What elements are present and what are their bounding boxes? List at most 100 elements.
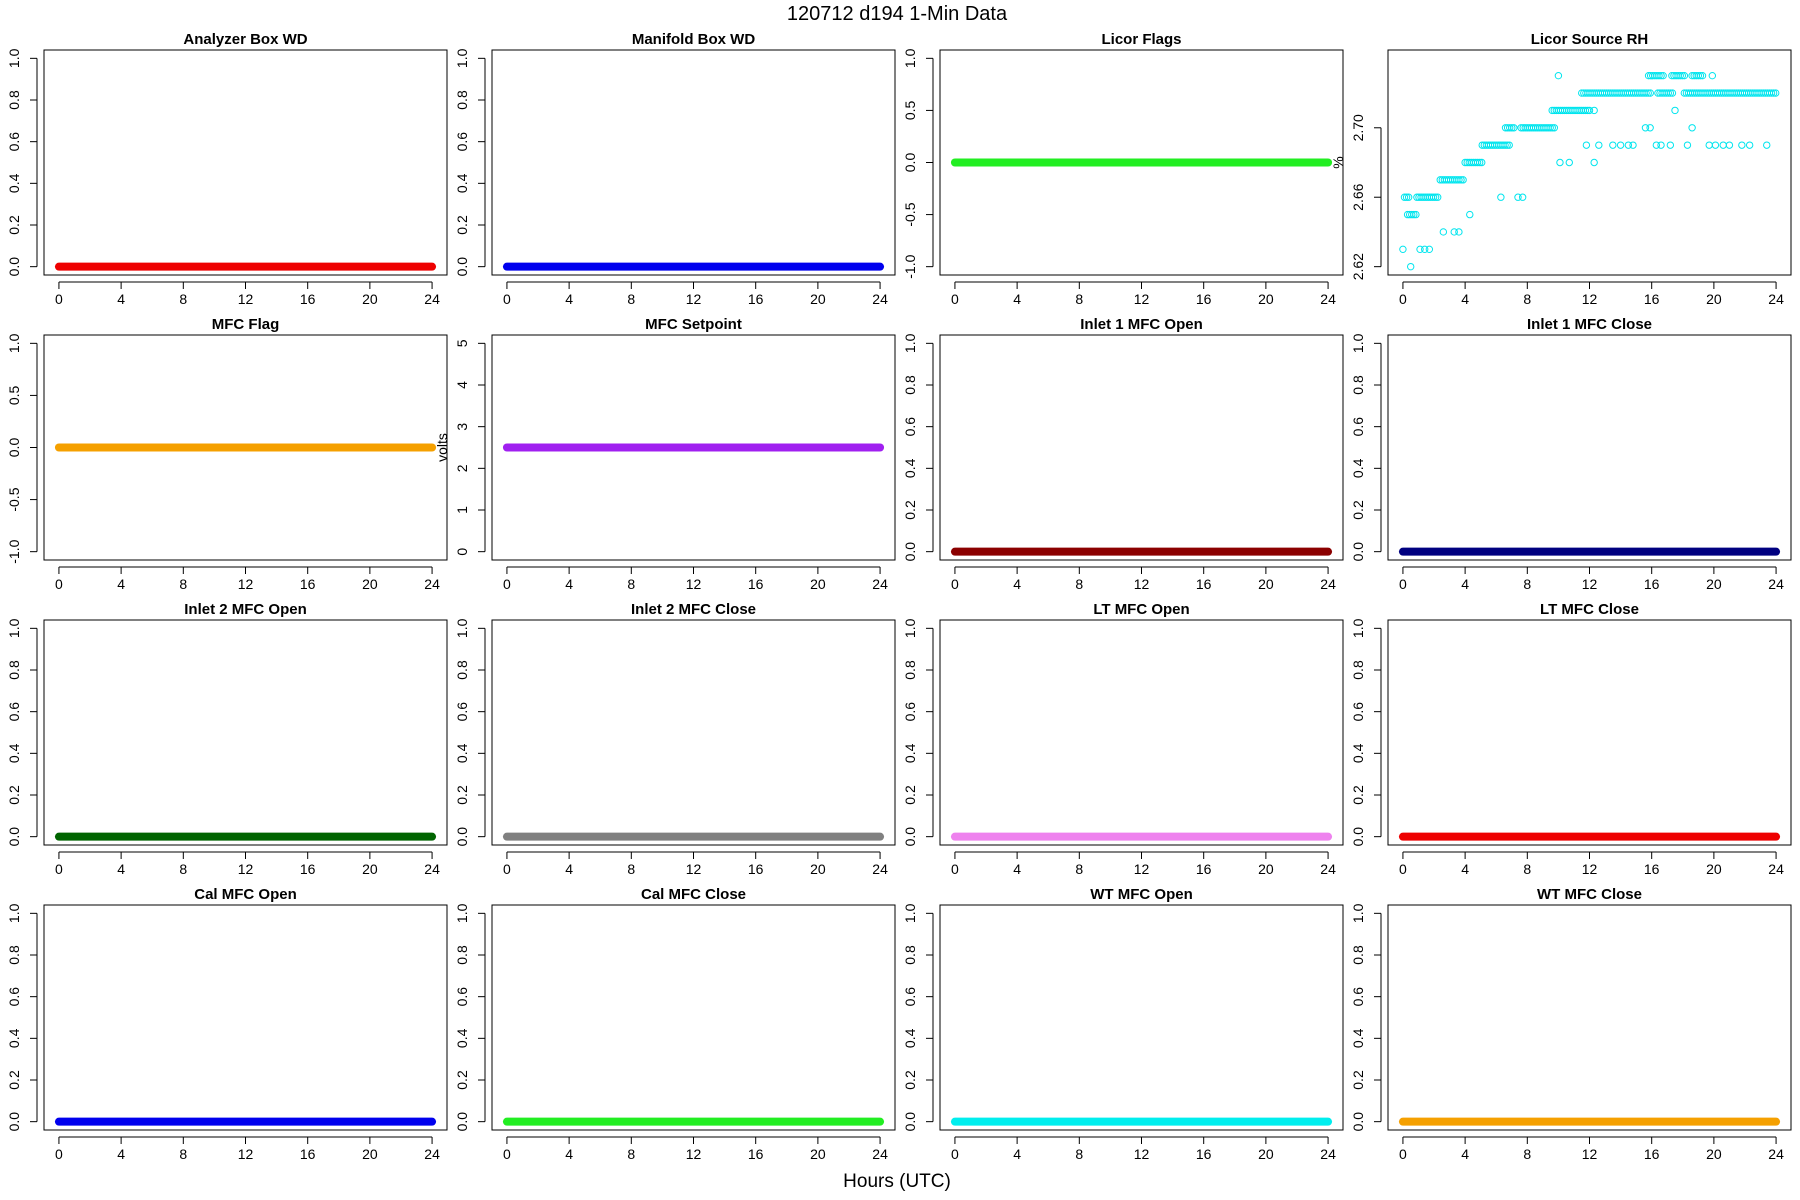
y-tick-label: -0.5: [6, 487, 22, 511]
y-tick-label: 2.70: [1350, 114, 1366, 141]
y-tick-label: 0.4: [1350, 743, 1366, 763]
x-tick-label: 8: [627, 861, 635, 877]
x-tick-label: 16: [1196, 291, 1212, 307]
y-tick-label: 1.0: [6, 618, 22, 638]
y-tick-label: 4: [454, 381, 470, 389]
data-point: [1655, 71, 1663, 80]
y-tick-label: 0.8: [454, 660, 470, 680]
x-tick-label: 12: [686, 291, 702, 307]
x-axis: 0 4 8 12 16 20 24: [1399, 851, 1784, 877]
x-tick-label: 8: [1523, 1146, 1531, 1162]
x-axis: 0 4 8 12 16 20 24: [951, 281, 1336, 307]
x-axis: 0 4 8 12 16 20 24: [951, 566, 1336, 592]
plot-frame: [1387, 619, 1792, 846]
x-tick-label: 0: [1399, 861, 1407, 877]
data-point: [1546, 124, 1554, 132]
y-tick-label: 5: [454, 339, 470, 347]
x-tick-label: 20: [1258, 861, 1274, 877]
x-tick-label: 8: [1075, 576, 1083, 592]
panel-manifold-box-wd: Manifold Box WD0 4 8 12 16 20 240.00.20.40.60.…: [454, 31, 896, 307]
x-tick-label: 20: [362, 1146, 378, 1162]
x-tick-label: 4: [117, 291, 125, 307]
y-axis-label: %: [1330, 156, 1346, 168]
y-tick-label: 0.8: [902, 945, 918, 965]
data-point: [1455, 228, 1463, 236]
data-point: [1508, 124, 1516, 132]
plot-frame: [43, 619, 448, 846]
x-tick-label: 4: [117, 1146, 125, 1162]
plot-frame: [491, 334, 896, 561]
x-tick-label: 16: [300, 291, 316, 307]
x-tick-label: 8: [179, 291, 187, 307]
y-tick-label: 0.5: [6, 385, 22, 405]
y-tick-label: -0.5: [902, 202, 918, 226]
plot-frame: [43, 904, 448, 1131]
data-point: [1518, 193, 1527, 201]
data-point: [1763, 141, 1771, 149]
x-tick-label: 16: [748, 861, 764, 877]
x-tick-label: 20: [1706, 576, 1722, 592]
x-tick-label: 16: [748, 1146, 764, 1162]
x-tick-label: 4: [565, 576, 573, 592]
data-point: [1708, 71, 1717, 80]
data-layer: [1399, 71, 1780, 271]
y-tick-label: 0.6: [454, 132, 470, 152]
data-point: [1664, 89, 1672, 97]
y-tick-label: -1.0: [6, 539, 22, 563]
x-tick-label: 24: [424, 861, 440, 877]
y-tick-label: 0.4: [6, 173, 22, 193]
y-tick-label: 0.2: [1350, 785, 1366, 805]
data-point: [1696, 71, 1705, 80]
x-axis: 0 4 8 12 16 20 24: [55, 281, 440, 307]
data-point: [1404, 193, 1413, 201]
x-tick-label: 20: [810, 576, 826, 592]
x-tick-label: 0: [951, 861, 959, 877]
x-tick-label: 24: [1768, 576, 1784, 592]
panel-title: Inlet 1 MFC Close: [1527, 316, 1652, 333]
x-tick-label: 20: [1258, 576, 1274, 592]
data-point: [1683, 141, 1692, 149]
data-point: [1455, 176, 1463, 184]
data-point: [1412, 210, 1420, 219]
y-tick-label: 0.2: [454, 1070, 470, 1090]
y-tick-label: 1.0: [1350, 333, 1366, 353]
panel-licor-flags: Licor Flags 0 4 8 12 16 20 24 -1.0 -0.5 0.0 0.5 1.0: [902, 31, 1344, 307]
panel-title: LT MFC Open: [1093, 601, 1189, 618]
x-tick-label: 20: [1706, 291, 1722, 307]
x-tick-label: 4: [117, 861, 125, 877]
x-tick-label: 0: [1399, 1146, 1407, 1162]
y-tick-label: 0.2: [902, 1070, 918, 1090]
data-point: [1501, 141, 1509, 149]
y-tick-label: 0.8: [454, 945, 470, 965]
y-axis: 2.62 2.66 2.70: [1350, 114, 1382, 280]
y-tick-label: 0.0: [1350, 1112, 1366, 1132]
x-tick-label: 12: [1582, 576, 1598, 592]
data-point: [1657, 141, 1665, 149]
x-tick-label: 16: [1644, 291, 1660, 307]
plot-frame: [491, 619, 896, 846]
data-point: [1400, 193, 1409, 201]
x-tick-label: 8: [1075, 861, 1083, 877]
data-point: [1478, 158, 1486, 167]
data-point: [1629, 141, 1637, 149]
x-tick-label: 20: [362, 861, 378, 877]
panel-title: Analyzer Box WD: [183, 31, 307, 48]
x-tick-label: 12: [238, 861, 254, 877]
y-tick-label: 1.0: [6, 333, 22, 353]
y-tick-label: 0.0: [1350, 827, 1366, 847]
x-tick-label: 12: [1134, 576, 1150, 592]
y-tick-label: 2: [454, 464, 470, 472]
x-tick-label: 0: [55, 576, 63, 592]
x-axis: 0 4 8 12 16 20 24: [55, 566, 440, 592]
y-tick-label: 0.8: [6, 945, 22, 965]
x-axis: 0 4 8 12 16 20 24: [951, 1136, 1336, 1162]
x-tick-label: 24: [1320, 861, 1336, 877]
y-tick-label: 1.0: [6, 48, 22, 68]
y-tick-label: 0.8: [1350, 660, 1366, 680]
y-tick-label: 1.0: [902, 333, 918, 353]
x-tick-label: 12: [1582, 291, 1598, 307]
y-tick-label: 0.0: [902, 542, 918, 562]
panel-wt-mfc-close: WT MFC Close 0 4 8 12 16 20 24 0.0 0.2 0.4 0.6 0.8 1.…: [1350, 886, 1792, 1162]
panel-title: Cal MFC Close: [641, 886, 746, 903]
y-tick-label: 0.8: [902, 375, 918, 395]
